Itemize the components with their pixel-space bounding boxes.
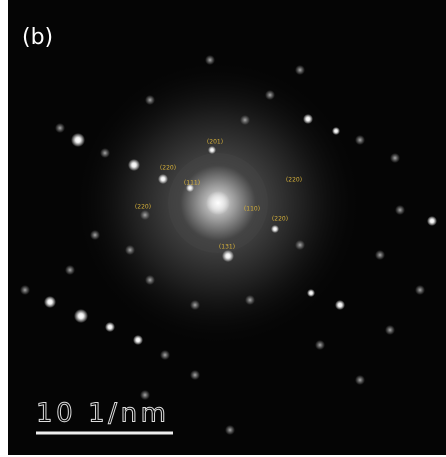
bright-spot [133, 335, 143, 345]
faint-spot [190, 370, 200, 380]
faint-spot [140, 210, 150, 220]
page: (b) (201) (220) (111) (220) (110) (220) (220) (… [0, 0, 446, 457]
faint-spot [100, 148, 110, 158]
faint-spot [125, 245, 135, 255]
faint-spot [415, 285, 425, 295]
faint-spot [225, 425, 235, 435]
faint-spot [245, 295, 255, 305]
bright-spot [271, 225, 279, 233]
faint-spot [315, 340, 325, 350]
faint-spot [145, 95, 155, 105]
diffraction-image: (b) (201) (220) (111) (220) (110) (220) (220) (… [0, 0, 446, 457]
spot-label: (201) [207, 139, 223, 146]
faint-spot [240, 115, 250, 125]
bright-spot [307, 289, 315, 297]
bright-spot [335, 300, 345, 310]
bright-spot [105, 322, 115, 332]
faint-spot [355, 135, 365, 145]
bright-spot [206, 191, 230, 215]
faint-spot [395, 205, 405, 215]
spot-label: (220) [135, 204, 151, 211]
faint-spot [65, 265, 75, 275]
spot-label: (220) [272, 216, 288, 223]
faint-spot [295, 65, 305, 75]
faint-spot [90, 230, 100, 240]
bright-spot [303, 114, 313, 124]
faint-spot [145, 275, 155, 285]
spot-label: (111) [184, 180, 200, 187]
scale-bar-label: 10 1/nm [36, 399, 166, 429]
faint-spot [390, 153, 400, 163]
faint-spot [160, 350, 170, 360]
spot-label: (131) [219, 244, 235, 251]
bright-spot [332, 127, 340, 135]
bright-spot [158, 174, 168, 184]
faint-spot [355, 375, 365, 385]
faint-spot [190, 300, 200, 310]
faint-spot [205, 55, 215, 65]
bright-spot [208, 146, 216, 154]
bright-spot [427, 216, 437, 226]
spot-label: (220) [160, 165, 176, 172]
bright-spot [44, 296, 56, 308]
panel-label: (b) [22, 25, 53, 50]
faint-spot [295, 240, 305, 250]
spot-label: (220) [286, 177, 302, 184]
faint-spot [55, 123, 65, 133]
spot-label: (110) [244, 206, 260, 213]
bright-spot [74, 309, 88, 323]
bright-spot [128, 159, 140, 171]
faint-spot [375, 250, 385, 260]
bright-spot [222, 250, 234, 262]
bright-spot [71, 133, 85, 147]
faint-spot [265, 90, 275, 100]
faint-spot [385, 325, 395, 335]
faint-spot [20, 285, 30, 295]
